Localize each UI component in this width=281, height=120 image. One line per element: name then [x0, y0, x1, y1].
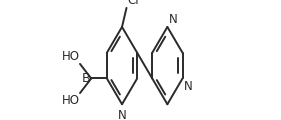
- Text: HO: HO: [62, 50, 80, 63]
- Text: Cl: Cl: [127, 0, 139, 7]
- Text: N: N: [184, 80, 193, 93]
- Text: HO: HO: [62, 94, 80, 107]
- Text: N: N: [118, 109, 126, 120]
- Text: N: N: [169, 13, 178, 26]
- Text: B: B: [82, 72, 91, 85]
